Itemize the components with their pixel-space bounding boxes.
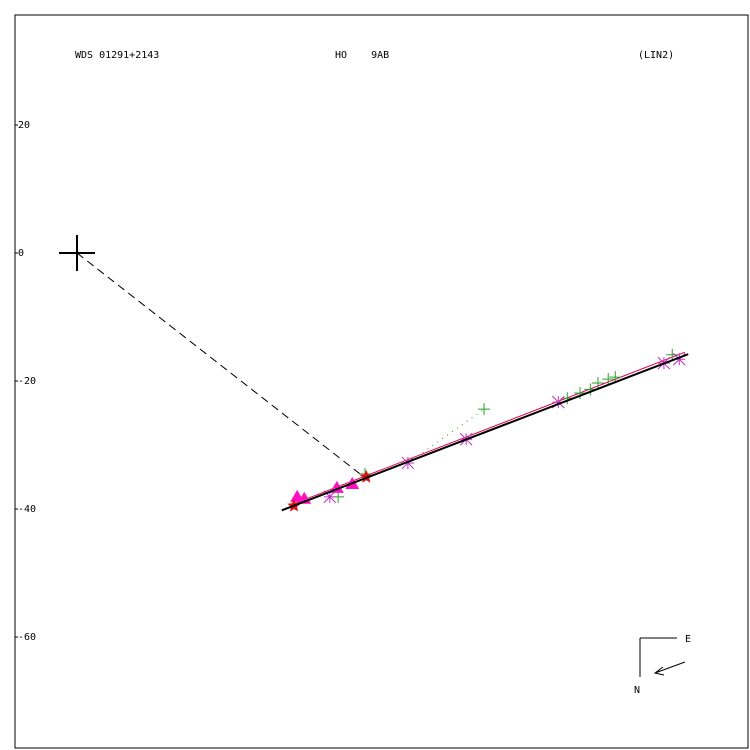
marker	[666, 348, 679, 361]
marker	[551, 395, 565, 409]
marker	[59, 235, 96, 272]
motion-arrow	[653, 661, 686, 676]
y-tick-label: -60	[18, 632, 36, 643]
marker	[602, 373, 615, 386]
annotation: (LIN2)	[638, 50, 674, 61]
y-tick-label: 20	[18, 120, 30, 131]
compass-label: E	[685, 634, 691, 645]
y-tick-label: -20	[18, 376, 36, 387]
line	[281, 353, 689, 512]
y-tick-label: -40	[18, 504, 36, 515]
marker	[323, 490, 337, 504]
chart-title: WDS 01291+2143	[75, 50, 159, 61]
compass-label: N	[634, 685, 640, 696]
plot-frame	[14, 14, 749, 749]
marker	[672, 352, 686, 366]
marker	[401, 456, 415, 470]
marker	[478, 403, 491, 416]
line	[76, 252, 361, 475]
chart-subtitle: HO 9AB	[335, 50, 389, 61]
y-tick-label: 0	[18, 248, 24, 259]
marker	[591, 376, 604, 389]
line	[289, 351, 686, 506]
compass	[639, 637, 686, 677]
